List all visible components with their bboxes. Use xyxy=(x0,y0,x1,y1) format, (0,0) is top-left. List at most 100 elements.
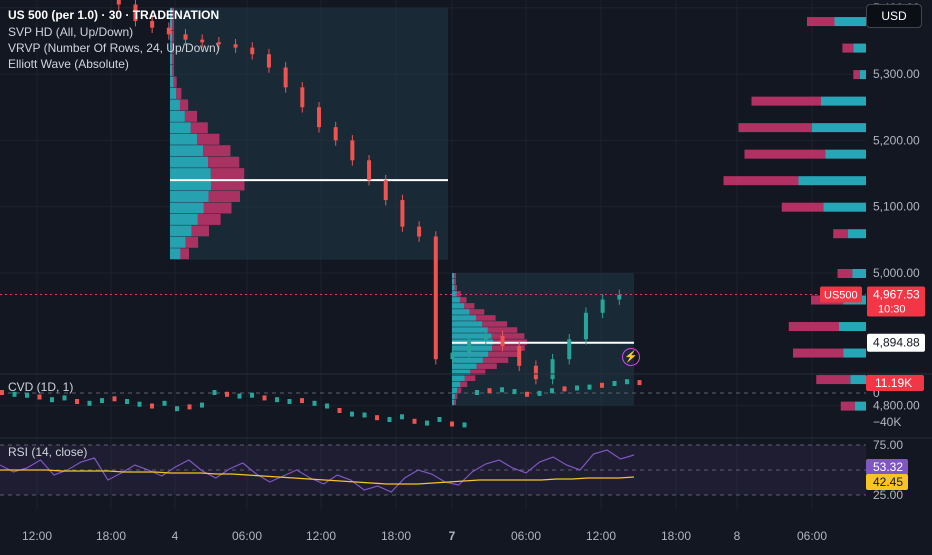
candle-body xyxy=(133,4,138,22)
rsi-ma-value-tag-bg xyxy=(866,474,908,490)
profile-bar-down xyxy=(454,279,456,285)
profile-bar-up xyxy=(452,285,455,291)
vrvp-bar-up xyxy=(854,401,866,411)
profile-bar-down xyxy=(172,42,174,54)
x-tick-label: 18:00 xyxy=(661,529,691,543)
profile-bar-up xyxy=(452,309,470,315)
cvd-label[interactable]: CVD (1D, 1) xyxy=(8,380,74,394)
rsi-tick-75: 75.00 xyxy=(873,438,903,452)
candle-body xyxy=(433,236,438,360)
candle-body xyxy=(533,365,538,380)
cvd-candle xyxy=(487,388,492,394)
cvd-candle xyxy=(612,381,617,386)
y-tick-label: 5,200.00 xyxy=(873,133,920,147)
profile-bar-down xyxy=(487,327,518,333)
cvd-candle xyxy=(375,415,379,421)
vrvp-bar-down xyxy=(788,322,839,332)
profile-bar-down xyxy=(180,248,189,260)
indicator-label-vrvp[interactable]: VRVP (Number Of Rows, 24, Up/Down) xyxy=(8,41,220,55)
profile-bar-up xyxy=(170,248,181,260)
indicator-label-svp[interactable]: SVP HD (All, Up/Down) xyxy=(8,25,134,39)
x-tick-label: 4 xyxy=(172,529,179,543)
cvd-candle xyxy=(50,397,54,403)
cvd-candle xyxy=(425,420,429,426)
y-tick-label: 4,800.00 xyxy=(873,399,920,413)
currency-button[interactable]: USD xyxy=(866,4,922,28)
profile-bar-down xyxy=(172,30,174,42)
cvd-pane: 0 −40K 11.19K xyxy=(0,373,932,429)
vrvp-bar-down xyxy=(744,149,826,159)
vrvp-bar-down xyxy=(738,123,812,133)
candle-body xyxy=(367,160,372,181)
candle-body xyxy=(183,34,188,40)
rsi-line xyxy=(0,449,635,493)
profile-bar-down xyxy=(469,309,485,315)
vrvp-bar-up xyxy=(839,322,866,332)
profile-bar-up xyxy=(170,110,185,122)
y-tick-label: 5,300.00 xyxy=(873,67,920,81)
rsi-ma-value-tag: 42.45 xyxy=(873,475,903,489)
profile-bar-up xyxy=(170,179,211,191)
profile-bar-down xyxy=(454,399,456,406)
cvd-candle xyxy=(87,400,92,406)
cvd-candle xyxy=(162,400,167,406)
cvd-candle xyxy=(475,390,479,395)
vrvp-bar-up xyxy=(859,70,866,80)
vrvp-bar-down xyxy=(842,43,854,53)
profile-bar-down xyxy=(482,321,508,327)
profile-bar-up xyxy=(170,156,209,168)
candle-body xyxy=(550,359,555,380)
cvd-candle xyxy=(637,380,642,386)
candle-body xyxy=(467,339,472,353)
alert-icon[interactable]: ⚡ xyxy=(622,348,640,366)
candle-body xyxy=(283,67,288,88)
profile-bar-up xyxy=(170,236,186,248)
rsi-label[interactable]: RSI (14, close) xyxy=(8,445,88,459)
profile-bar-down xyxy=(482,357,509,363)
price-tag-4894: 4,894.88 xyxy=(873,336,920,350)
key-levels xyxy=(0,179,866,344)
x-tick-label: 7 xyxy=(449,529,456,543)
cvd-candle xyxy=(100,398,104,404)
profile-bar-up xyxy=(170,202,204,214)
profile-bar-down xyxy=(210,179,245,191)
profile-bar-down xyxy=(491,333,525,339)
candle-body xyxy=(166,27,171,35)
vrvp-bar-down xyxy=(853,70,860,80)
cvd-candle xyxy=(575,385,579,391)
cvd-candle xyxy=(150,403,154,409)
vrvp-bar-down xyxy=(793,348,844,358)
profile-bar-up xyxy=(170,133,198,145)
profile-bar-up xyxy=(452,357,483,363)
chart-title[interactable]: US 500 (per 1.0) · 30 · TRADENATION xyxy=(8,8,220,22)
candle-body xyxy=(350,140,355,161)
profile-bar-down xyxy=(454,273,456,279)
cvd-candle xyxy=(275,397,279,403)
cvd-candle xyxy=(362,412,367,418)
cvd-candle xyxy=(400,414,404,420)
profile-bar-down xyxy=(460,381,468,388)
cvd-candle xyxy=(187,404,192,410)
profile-bar-down xyxy=(459,297,467,303)
x-tick-label: 06:00 xyxy=(511,529,541,543)
vrvp-bar-up xyxy=(852,269,866,278)
profile-bar-down xyxy=(492,345,525,351)
vrvp-bar-down xyxy=(781,202,824,212)
vrvp-bar-up xyxy=(798,176,866,186)
profile-bar-up xyxy=(170,30,173,42)
cvd-candle xyxy=(500,387,504,393)
vrvp-bar-up xyxy=(848,229,866,239)
profile-bar-down xyxy=(176,87,182,99)
cvd-candle xyxy=(462,422,467,428)
profile-bar-down xyxy=(456,291,461,297)
candle-body xyxy=(317,107,321,128)
y-tick-label: 5,000.00 xyxy=(873,266,920,280)
profile-bar-down xyxy=(454,285,458,291)
profile-bar-up xyxy=(452,327,488,333)
profile-bar-up xyxy=(452,315,476,321)
profile-bar-up xyxy=(452,279,455,285)
profile-bar-down xyxy=(208,191,240,202)
indicator-label-elliott[interactable]: Elliott Wave (Absolute) xyxy=(8,57,129,71)
candle-body xyxy=(233,44,238,48)
